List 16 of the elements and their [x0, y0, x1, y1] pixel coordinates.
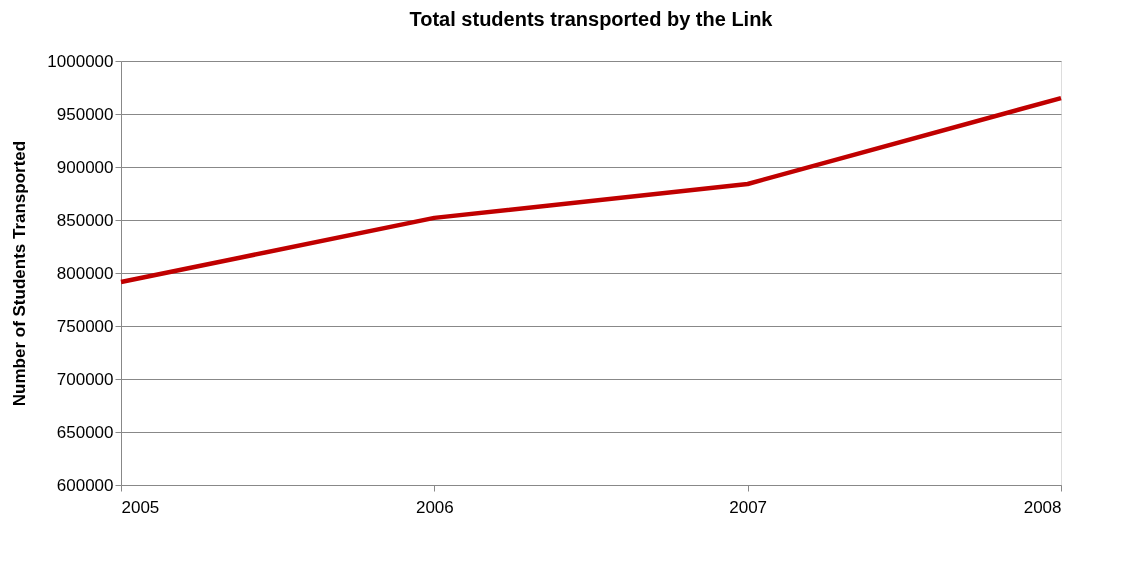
y-tick-label: 700000	[56, 369, 114, 389]
y-tick-label: 850000	[56, 210, 114, 230]
x-tick-label: 2005	[121, 497, 160, 517]
x-tick-label: 2007	[729, 497, 768, 517]
y-tick-label: 600000	[56, 475, 114, 495]
y-tick-label: 1000000	[47, 51, 114, 71]
x-tick-label: 2006	[415, 497, 454, 517]
y-tick-label: 800000	[56, 263, 114, 283]
y-tick-label: 950000	[56, 104, 114, 124]
chart-title: Total students transported by the Link	[409, 8, 774, 30]
y-tick-label: 900000	[56, 157, 114, 177]
line-series	[118, 95, 1064, 285]
x-tick-label: 2008	[1023, 497, 1062, 517]
y-tick-label: 750000	[56, 316, 114, 336]
y-tick-label: 650000	[56, 422, 114, 442]
y-axis-title: Number of Students Transported	[10, 140, 30, 407]
